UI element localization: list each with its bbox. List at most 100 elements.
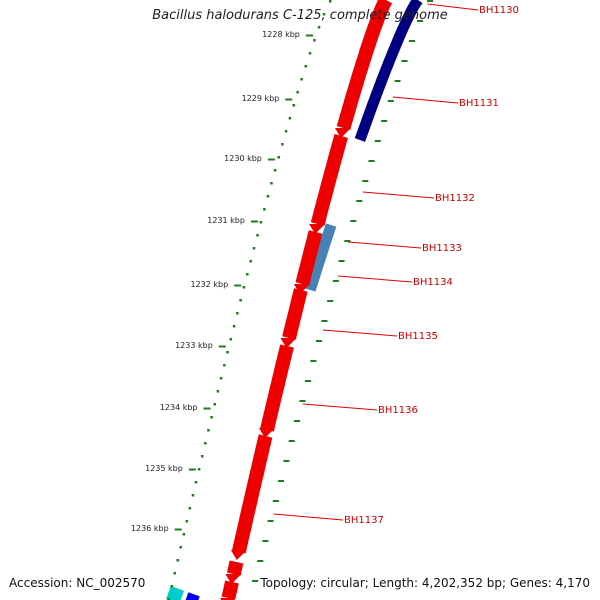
kbp-tick-label: 1232 kbp <box>191 280 229 289</box>
scale-dot <box>185 520 189 523</box>
gene-label[interactable]: BH1131 <box>459 98 499 109</box>
track-tick <box>299 400 306 402</box>
scale-dot <box>182 533 186 536</box>
scale-dot <box>284 130 288 133</box>
gene-label[interactable]: BH1132 <box>435 193 475 204</box>
track-tick <box>394 80 401 82</box>
track-tick <box>332 280 339 282</box>
gene-label[interactable]: BH1136 <box>378 405 418 416</box>
gene-callout[interactable]: BH1135 <box>323 329 438 342</box>
scale-dot <box>232 325 236 328</box>
scale-ticks: 1228 kbp 1229 kbp 1230 kbp 1231 kbp 1232 kbp… <box>131 0 433 600</box>
gene-label[interactable]: BH1137 <box>344 515 384 526</box>
scale-dot <box>229 338 233 341</box>
gene-labels: BH1130 BH1131 BH1132 BH1133 BH1134 BH1135 BH11… <box>273 3 519 526</box>
cds-arrow-tip <box>258 428 275 438</box>
track-tick <box>427 0 433 2</box>
kbp-tick-label: 1236 kbp <box>131 524 169 533</box>
track-tick <box>278 480 285 482</box>
scale-dot <box>263 208 266 211</box>
cds-arrow <box>295 230 323 286</box>
kbp-tick-mark <box>234 284 242 287</box>
scale-dot <box>239 299 242 302</box>
genome-title: Bacillus halodurans C-125, complete geno… <box>152 8 448 23</box>
track-tick <box>310 360 317 362</box>
cds-arrow-tip <box>293 284 310 294</box>
scale-dot <box>266 195 270 198</box>
scale-dot <box>223 364 226 367</box>
kbp-tick-label: 1230 kbp <box>224 154 262 163</box>
kbp-tick-mark <box>203 407 211 410</box>
gene-leader-line <box>302 403 378 411</box>
scale-dot <box>292 104 295 107</box>
scale-dot <box>313 39 316 42</box>
gene-callout[interactable]: BH1136 <box>302 403 418 416</box>
cds-arrow <box>310 133 349 226</box>
track-tick <box>401 60 408 62</box>
track-tick <box>288 440 295 442</box>
track-tick <box>294 420 301 422</box>
track-tick <box>338 260 345 262</box>
cds-arrow <box>336 0 393 130</box>
gene-label[interactable]: BH1130 <box>479 5 519 16</box>
scale-dot <box>281 143 284 146</box>
track-tick <box>304 380 311 382</box>
kbp-tick-mark <box>218 345 226 348</box>
scale-dot <box>259 221 263 224</box>
track-tick <box>272 500 279 502</box>
cds-arrow <box>282 288 308 340</box>
gene-label[interactable]: BH1133 <box>422 243 462 254</box>
gene-label[interactable]: BH1135 <box>398 331 438 342</box>
kbp-tick-label: 1229 kbp <box>242 94 280 103</box>
cyan-feature <box>166 586 184 600</box>
gene-callout[interactable]: BH1130 <box>427 3 519 16</box>
gene-leader-line <box>362 191 435 199</box>
track-tick <box>257 560 264 562</box>
track-tick <box>362 180 369 182</box>
track-tick <box>408 40 415 42</box>
scale-dot <box>242 286 246 289</box>
scale-dot <box>288 117 292 120</box>
gene-callout[interactable]: BH1132 <box>362 191 475 204</box>
gene-callout[interactable]: BH1133 <box>348 241 462 254</box>
scale-dot <box>317 26 321 29</box>
scale-dot <box>226 351 229 354</box>
scale-dot <box>213 403 216 406</box>
track-tick <box>262 540 269 542</box>
gene-callout[interactable]: BH1137 <box>273 513 384 526</box>
scale-dot <box>296 91 299 94</box>
scale-dot <box>188 507 192 510</box>
gene-callout[interactable]: BH1134 <box>338 275 453 288</box>
scale-dot <box>277 156 280 159</box>
track-tick <box>267 520 274 522</box>
track-tick <box>417 20 424 22</box>
genome-summary: Topology: circular; Length: 4,202,352 bp… <box>260 576 590 590</box>
track-tick <box>381 120 388 122</box>
scale-dot <box>170 585 173 588</box>
track-tick <box>283 460 290 462</box>
cds-arrow-tip <box>225 574 242 584</box>
gene-leader-line <box>427 3 479 11</box>
scale-dot <box>308 52 312 55</box>
track-tick <box>350 220 357 222</box>
cds-arrow-tip <box>280 338 297 348</box>
gene-leader-line <box>348 241 422 249</box>
feature-segment-teal <box>304 223 337 292</box>
kbp-tick-label: 1234 kbp <box>160 403 198 412</box>
scale-dot <box>191 494 195 497</box>
scale-dot <box>270 182 273 185</box>
track-tick <box>368 160 375 162</box>
scale-dot <box>273 169 277 172</box>
scale-dot <box>207 429 210 432</box>
gene-leader-line <box>323 329 398 337</box>
scale-dot <box>322 13 326 16</box>
gene-label[interactable]: BH1134 <box>413 277 453 288</box>
track-tick <box>327 300 334 302</box>
gene-leader-line <box>392 96 459 104</box>
gene-callout[interactable]: BH1131 <box>392 96 499 109</box>
kbp-tick-label: 1233 kbp <box>175 341 213 350</box>
cds-arrow-tip <box>309 224 326 234</box>
scale-dot <box>197 468 201 471</box>
kbp-tick-mark <box>305 34 313 37</box>
